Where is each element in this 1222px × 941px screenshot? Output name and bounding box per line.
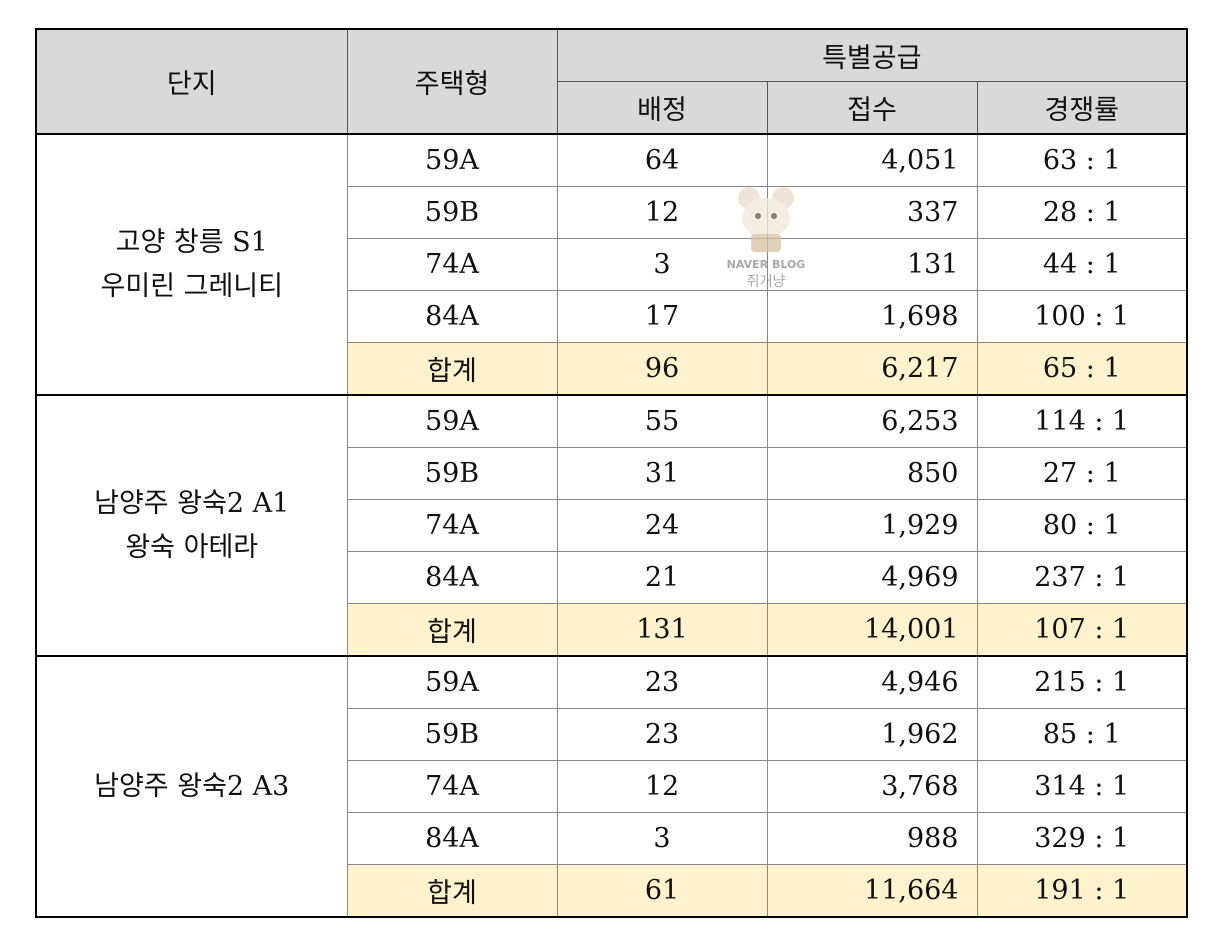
complex-name-line: 우미린 그레니티 xyxy=(100,270,283,302)
applied: 4,946 xyxy=(766,655,978,709)
ratio: 114 : 1 xyxy=(976,394,1188,448)
complex-name-line: 왕숙 아테라 xyxy=(125,531,259,563)
watermark: NAVER BLOG 쥐개냥 xyxy=(718,184,814,291)
data-row: 남양주 왕숙2 A1 왕숙 아테라 59A 55 6,253 114 : 1 xyxy=(35,394,1188,657)
data-row: 74A 3 131 44 : 1 xyxy=(36,238,1188,291)
applied: 4,051 xyxy=(766,133,978,187)
header-cell: 특별공급 xyxy=(556,28,1188,82)
allotted: 3 xyxy=(556,812,768,865)
housing-type: 84A xyxy=(346,290,558,343)
ratio: 191 : 1 xyxy=(976,864,1188,918)
data-row: 84A 21 4,969 237 : 1 xyxy=(36,551,1188,604)
applied: 131 xyxy=(766,238,978,291)
ratio: 314 : 1 xyxy=(976,760,1188,813)
ratio: 28 : 1 xyxy=(976,186,1188,239)
header-cell: 주택형 xyxy=(346,28,558,135)
applied: 1,698 xyxy=(766,290,978,343)
allotted: 61 xyxy=(556,864,768,918)
total-row: 합계 96 6,217 65 : 1 xyxy=(36,342,1188,396)
allotted: 17 xyxy=(556,290,768,343)
ratio: 27 : 1 xyxy=(976,447,1188,500)
complex-name: 남양주 왕숙2 A1 왕숙 아테라 xyxy=(35,394,348,657)
total-row: 합계 61 11,664 191 : 1 xyxy=(36,864,1188,918)
allotted: 131 xyxy=(556,603,768,657)
ratio: 215 : 1 xyxy=(976,655,1188,709)
ratio: 44 : 1 xyxy=(976,238,1188,291)
ratio: 329 : 1 xyxy=(976,812,1188,865)
housing-type: 59A xyxy=(346,655,558,709)
allotted: 64 xyxy=(556,133,768,187)
applied: 6,253 xyxy=(766,394,978,448)
applied: 850 xyxy=(766,447,978,500)
ratio: 100 : 1 xyxy=(976,290,1188,343)
ratio: 85 : 1 xyxy=(976,708,1188,761)
housing-type: 74A xyxy=(346,760,558,813)
housing-type: 59B xyxy=(346,447,558,500)
housing-type: 합계 xyxy=(346,342,558,396)
allotted: 31 xyxy=(556,447,768,500)
applied: 3,768 xyxy=(766,760,978,813)
data-row: 84A 3 988 329 : 1 xyxy=(36,812,1188,865)
allotted: 55 xyxy=(556,394,768,448)
housing-type: 59B xyxy=(346,708,558,761)
header-cell: 경쟁률 xyxy=(976,81,1188,135)
ratio: 63 : 1 xyxy=(976,133,1188,187)
allotted: 24 xyxy=(556,499,768,552)
total-row: 합계 131 14,001 107 : 1 xyxy=(36,603,1188,657)
allotted: 23 xyxy=(556,655,768,709)
data-row: 84A 17 1,698 100 : 1 xyxy=(36,290,1188,343)
applied: 337 xyxy=(766,186,978,239)
supply-table: 단지 주택형 특별공급 배정 접수 경쟁률 고양 창릉 S1 우미린 그레니티 59… xyxy=(35,28,1188,918)
data-row: 남양주 왕숙2 A3 59A 23 4,946 215 : 1 xyxy=(35,655,1188,918)
ratio: 65 : 1 xyxy=(976,342,1188,396)
complex-name-line: 고양 창릉 S1 xyxy=(115,226,268,258)
housing-type: 합계 xyxy=(346,603,558,657)
allotted: 3 xyxy=(556,238,768,291)
data-row: 고양 창릉 S1 우미린 그레니티 59A 64 4,051 63 : 1 xyxy=(35,133,1188,396)
housing-type: 84A xyxy=(346,551,558,604)
ratio: 237 : 1 xyxy=(976,551,1188,604)
housing-type: 합계 xyxy=(346,864,558,918)
applied: 4,969 xyxy=(766,551,978,604)
applied: 14,001 xyxy=(766,603,978,657)
applied: 1,929 xyxy=(766,499,978,552)
complex-name-line: 남양주 왕숙2 A1 xyxy=(94,487,290,519)
header-cell: 배정 xyxy=(556,81,768,135)
housing-type: 59A xyxy=(346,133,558,187)
housing-type: 74A xyxy=(346,238,558,291)
allotted: 96 xyxy=(556,342,768,396)
ratio: 80 : 1 xyxy=(976,499,1188,552)
complex-name: 고양 창릉 S1 우미린 그레니티 xyxy=(35,133,348,396)
data-row: 74A 12 3,768 314 : 1 xyxy=(36,760,1188,813)
watermark-icon xyxy=(738,187,794,252)
housing-type: 59A xyxy=(346,394,558,448)
applied: 6,217 xyxy=(766,342,978,396)
applied: 1,962 xyxy=(766,708,978,761)
allotted: 23 xyxy=(556,708,768,761)
housing-type: 74A xyxy=(346,499,558,552)
complex-name: 남양주 왕숙2 A3 xyxy=(35,655,348,918)
applied: 11,664 xyxy=(766,864,978,918)
applied: 988 xyxy=(766,812,978,865)
data-row: 74A 24 1,929 80 : 1 xyxy=(36,499,1188,552)
ratio: 107 : 1 xyxy=(976,603,1188,657)
header-cell: 접수 xyxy=(766,81,978,135)
header-cell: 단지 xyxy=(35,28,348,135)
housing-type: 84A xyxy=(346,812,558,865)
watermark-name: 쥐개냥 xyxy=(746,274,786,290)
allotted: 21 xyxy=(556,551,768,604)
complex-name-line: 남양주 왕숙2 A3 xyxy=(94,770,290,802)
allotted: 12 xyxy=(556,186,768,239)
allotted: 12 xyxy=(556,760,768,813)
housing-type: 59B xyxy=(346,186,558,239)
table-body: 고양 창릉 S1 우미린 그레니티 59A 64 4,051 63 : 1 59B 12 337… xyxy=(35,133,1188,918)
watermark-brand: NAVER BLOG xyxy=(726,258,806,271)
